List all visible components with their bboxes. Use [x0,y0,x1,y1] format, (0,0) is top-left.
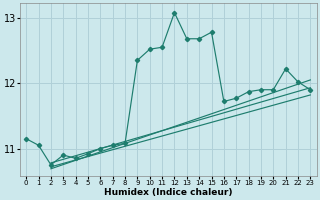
X-axis label: Humidex (Indice chaleur): Humidex (Indice chaleur) [104,188,233,197]
